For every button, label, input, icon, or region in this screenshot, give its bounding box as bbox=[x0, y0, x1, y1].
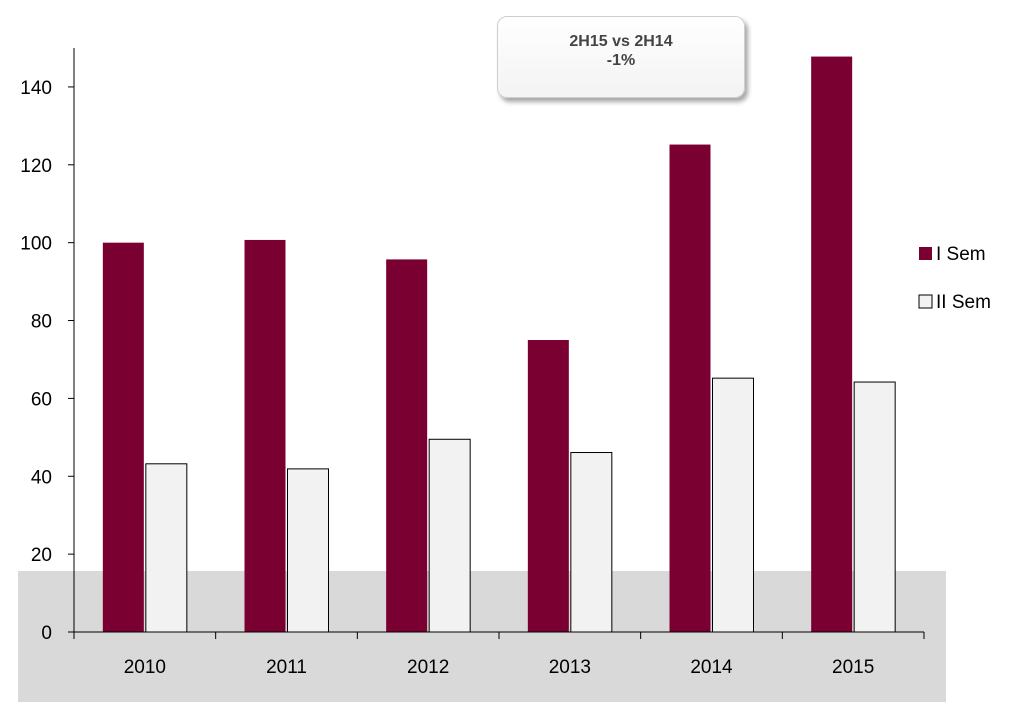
legend-label-ii-sem: II Sem bbox=[936, 292, 991, 313]
y-tick-label: 100 bbox=[20, 234, 52, 255]
x-tick-label: 2011 bbox=[266, 657, 307, 678]
y-tick-label: 60 bbox=[31, 389, 52, 410]
bar-i-sem-2012 bbox=[386, 259, 427, 632]
bar-ii-sem-2012 bbox=[429, 439, 470, 632]
bar-i-sem-2014 bbox=[670, 145, 711, 632]
bars-group bbox=[103, 57, 895, 632]
x-tick-label: 2010 bbox=[124, 657, 166, 678]
legend-label-i-sem: I Sem bbox=[936, 244, 986, 265]
y-tick-label: 120 bbox=[20, 156, 52, 177]
bar-ii-sem-2015 bbox=[854, 382, 895, 632]
y-tick-label: 0 bbox=[41, 623, 52, 644]
y-tick-label: 80 bbox=[31, 312, 52, 333]
y-tick-label: 40 bbox=[31, 467, 52, 488]
bar-ii-sem-2013 bbox=[571, 453, 612, 632]
x-tick-label: 2014 bbox=[690, 657, 733, 678]
bar-ii-sem-2014 bbox=[713, 378, 754, 632]
callout-value: -1% bbox=[607, 51, 635, 70]
x-tick-label: 2013 bbox=[549, 657, 591, 678]
bar-i-sem-2010 bbox=[103, 243, 144, 632]
callout-title: 2H15 vs 2H14 bbox=[569, 32, 672, 51]
legend: I Sem II Sem bbox=[919, 244, 991, 313]
bar-ii-sem-2011 bbox=[288, 469, 329, 632]
y-tick-label: 140 bbox=[20, 78, 52, 99]
bar-ii-sem-2010 bbox=[146, 464, 187, 632]
bar-i-sem-2013 bbox=[528, 340, 569, 632]
bar-i-sem-2011 bbox=[245, 240, 286, 632]
legend-swatch-i-sem bbox=[919, 247, 932, 260]
legend-swatch-ii-sem bbox=[919, 295, 932, 308]
x-tick-label: 2012 bbox=[407, 657, 449, 678]
bar-i-sem-2015 bbox=[811, 57, 852, 632]
y-tick-label: 20 bbox=[31, 545, 52, 566]
comparison-callout: 2H15 vs 2H14 -1% bbox=[497, 16, 745, 98]
x-tick-label: 2015 bbox=[832, 657, 874, 678]
